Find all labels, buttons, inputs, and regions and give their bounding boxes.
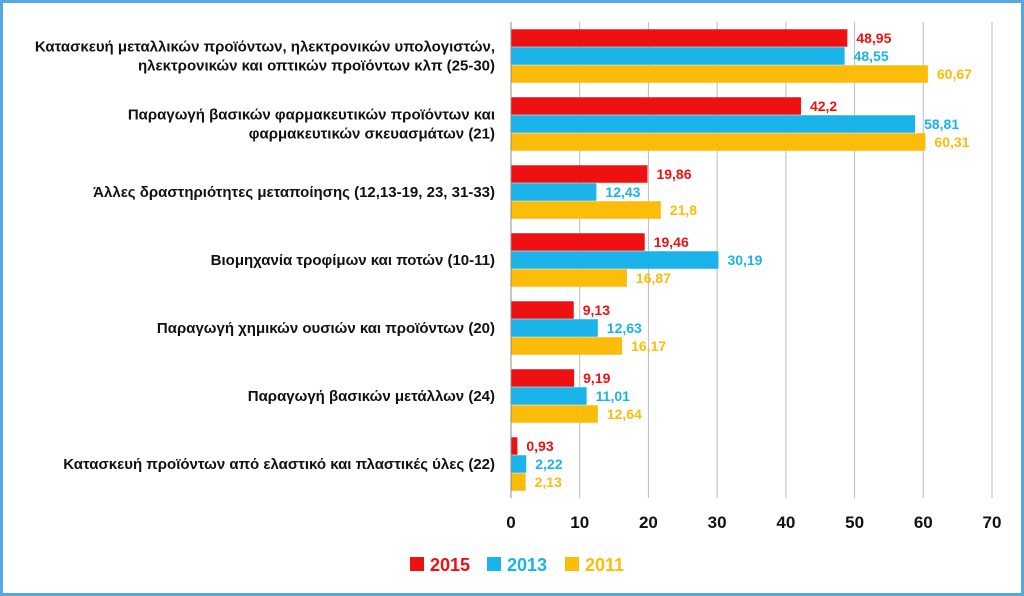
bar [511, 29, 848, 47]
bar [511, 405, 598, 423]
legend-label: 2015 [430, 555, 470, 575]
category-label: Παραγωγή βασικών μετάλλων (24) [248, 388, 495, 405]
data-label: 48,55 [854, 48, 889, 64]
data-label: 19,86 [656, 166, 691, 182]
data-label: 19,46 [654, 234, 689, 250]
bar [511, 387, 587, 405]
bar [511, 183, 597, 201]
data-label: 2,22 [535, 456, 562, 472]
category-label: Κατασκευή προϊόντων από ελαστικό και πλα… [63, 456, 495, 473]
legend-label: 2013 [507, 555, 547, 575]
x-tick-label: 60 [914, 513, 933, 532]
data-label: 11,01 [596, 388, 630, 404]
data-label: 58,81 [924, 116, 959, 132]
data-label: 12,43 [605, 184, 640, 200]
data-label: 16,17 [631, 338, 666, 354]
x-tick-label: 40 [776, 513, 795, 532]
bar [511, 269, 627, 287]
category-label: Άλλες δραστηριότητες μεταποίησης (12,13-… [93, 184, 495, 201]
x-tick-label: 50 [845, 513, 864, 532]
data-label: 0,93 [526, 438, 553, 454]
data-label: 12,63 [607, 320, 642, 336]
data-label: 42,2 [810, 98, 837, 114]
category-label: Βιομηχανία τροφίμων και ποτών (10-11) [211, 252, 495, 269]
category-label: ηλεκτρονικών και οπτικών προϊόντων κλπ (… [138, 58, 495, 75]
data-label: 21,8 [670, 202, 697, 218]
legend-label: 2011 [585, 555, 624, 575]
bar [511, 165, 648, 183]
legend-swatch [565, 557, 579, 571]
data-label: 48,95 [856, 30, 891, 46]
category-label: Παραγωγή χημικών ουσιών και προϊόντων (2… [157, 320, 495, 337]
bar [511, 455, 527, 473]
bar [511, 97, 801, 115]
data-label: 9,13 [583, 302, 610, 318]
bar [511, 473, 526, 491]
bar [511, 319, 598, 337]
bar [511, 301, 574, 319]
data-label: 9,19 [583, 370, 610, 386]
data-label: 12,64 [607, 406, 642, 422]
data-label: 16,87 [636, 270, 671, 286]
bar [511, 47, 845, 65]
bar [511, 437, 518, 455]
x-tick-label: 30 [708, 513, 727, 532]
category-label: Παραγωγή βασικών φαρμακευτικών προϊόντων… [128, 107, 495, 124]
x-tick-label: 0 [506, 513, 515, 532]
x-tick-label: 70 [983, 513, 1002, 532]
data-label: 30,19 [727, 252, 762, 268]
bar [511, 337, 623, 355]
bar [511, 201, 661, 219]
bar [511, 233, 645, 251]
bar [511, 369, 575, 387]
category-label: Κατασκευή μεταλλικών προϊόντων, ηλεκτρον… [35, 39, 495, 56]
data-label: 2,13 [535, 474, 562, 490]
x-tick-label: 20 [639, 513, 658, 532]
x-tick-label: 10 [570, 513, 589, 532]
data-label: 60,67 [937, 66, 972, 82]
legend-swatch [410, 557, 424, 571]
bar [511, 133, 926, 151]
category-label: φαρμακευτικών σκευασμάτων (21) [249, 126, 495, 143]
legend-swatch [487, 557, 501, 571]
bar [511, 115, 916, 133]
bar [511, 251, 719, 269]
data-label: 60,31 [934, 134, 969, 150]
bar [511, 65, 928, 83]
